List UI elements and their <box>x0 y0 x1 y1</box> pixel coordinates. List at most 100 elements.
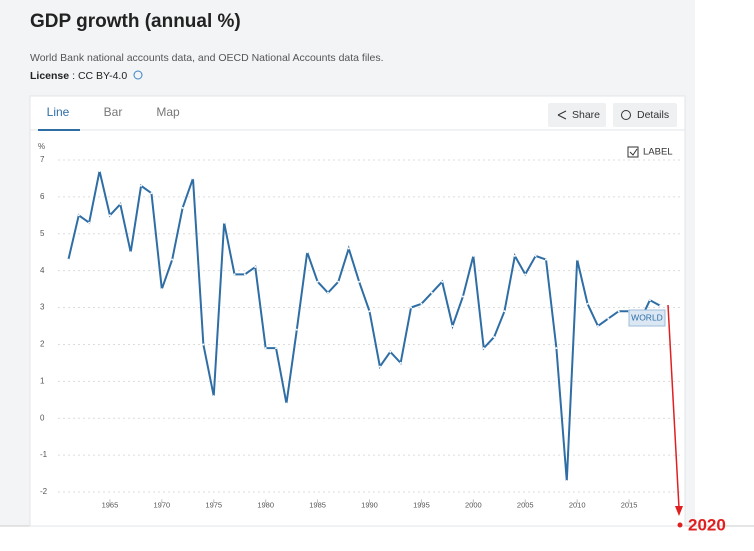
point <box>347 247 350 250</box>
checkbox[interactable] <box>627 146 639 158</box>
point <box>389 350 392 353</box>
x-tick-label: 1990 <box>361 500 378 509</box>
point <box>482 347 485 350</box>
series-label: WORLD <box>631 312 663 322</box>
button-label: Share <box>572 109 600 121</box>
x-tick-label: 2010 <box>569 500 586 509</box>
y-tick-label: -1 <box>40 450 48 459</box>
point <box>191 177 194 180</box>
x-tick-label: 1995 <box>413 500 430 509</box>
point <box>420 302 423 305</box>
y-tick-label: 4 <box>40 266 45 275</box>
point <box>576 258 579 261</box>
point <box>77 214 80 217</box>
plot: -2 -1 0 1 2 3 4 5 6 7 1965 1970 1975 1980 1985 1990 1995… <box>40 155 681 509</box>
point <box>586 302 589 305</box>
point <box>524 273 527 276</box>
point <box>108 214 111 217</box>
point <box>410 306 413 309</box>
x-tick-label: 1975 <box>205 500 222 509</box>
license: License: CC BY-4.0 <box>30 70 127 82</box>
point <box>607 317 610 320</box>
button-label: Details <box>637 109 669 121</box>
series-line <box>67 170 661 482</box>
tab[interactable]: Map <box>156 105 180 119</box>
info-icon[interactable] <box>133 70 143 80</box>
point <box>98 170 101 173</box>
point <box>119 203 122 206</box>
point <box>337 280 340 283</box>
point <box>326 291 329 294</box>
point <box>358 280 361 283</box>
x-tick-label: 1965 <box>102 500 119 509</box>
point <box>503 310 506 313</box>
y-tick-label: 1 <box>40 376 45 385</box>
point <box>202 343 205 346</box>
point <box>254 265 257 268</box>
point <box>316 280 319 283</box>
y-axis-label: % <box>38 142 45 151</box>
point <box>223 221 226 224</box>
license-label: License <box>30 70 69 82</box>
point <box>441 280 444 283</box>
point <box>140 184 143 187</box>
license-value: : CC BY-4.0 <box>72 70 127 82</box>
point <box>648 299 651 302</box>
x-tick-label: 2015 <box>621 500 638 509</box>
x-tick-label: 1980 <box>257 500 274 509</box>
point <box>181 206 184 209</box>
point <box>565 479 568 482</box>
point <box>264 347 267 350</box>
checkbox-label: LABEL <box>643 147 673 158</box>
point <box>285 402 288 405</box>
x-tick-label: 2000 <box>465 500 482 509</box>
tab[interactable]: Line <box>47 105 70 119</box>
point <box>534 254 537 257</box>
point <box>555 347 558 350</box>
y-tick-label: 6 <box>40 192 45 201</box>
annotation-dot <box>677 522 683 528</box>
point <box>243 273 246 276</box>
tab[interactable]: Bar <box>104 105 123 119</box>
share-button[interactable] <box>548 103 606 127</box>
x-tick-label: 1985 <box>309 500 326 509</box>
y-tick-label: -2 <box>40 487 48 496</box>
details-icon <box>621 110 631 120</box>
point <box>150 192 153 195</box>
x-tick-label: 2005 <box>517 500 534 509</box>
y-tick-label: 2 <box>40 340 45 349</box>
point <box>233 273 236 276</box>
series-label-box <box>628 309 666 327</box>
point <box>472 254 475 257</box>
point <box>617 310 620 313</box>
point <box>378 365 381 368</box>
y-tick-label: 5 <box>40 229 45 238</box>
point <box>451 324 454 327</box>
x-tick-label: 1970 <box>153 500 170 509</box>
arrow-head <box>675 506 683 516</box>
point <box>493 336 496 339</box>
point <box>160 288 163 291</box>
point <box>430 291 433 294</box>
point <box>88 221 91 224</box>
annotation: 2020 <box>688 515 726 534</box>
point <box>67 258 70 261</box>
y-tick-label: 3 <box>40 303 45 312</box>
point <box>545 258 548 261</box>
details-button[interactable] <box>613 103 677 127</box>
point <box>295 328 298 331</box>
point <box>129 251 132 254</box>
point <box>461 295 464 298</box>
point <box>275 347 278 350</box>
point <box>513 254 516 257</box>
point <box>171 258 174 261</box>
y-tick-label: 7 <box>40 155 45 164</box>
y-tick-label: 0 <box>40 413 45 422</box>
title: GDP growth (annual %) <box>30 11 241 32</box>
annotation-arrow <box>667 304 680 509</box>
checkbox-tick <box>629 148 638 156</box>
point <box>368 310 371 313</box>
chart-card <box>29 95 686 527</box>
point <box>212 395 215 398</box>
